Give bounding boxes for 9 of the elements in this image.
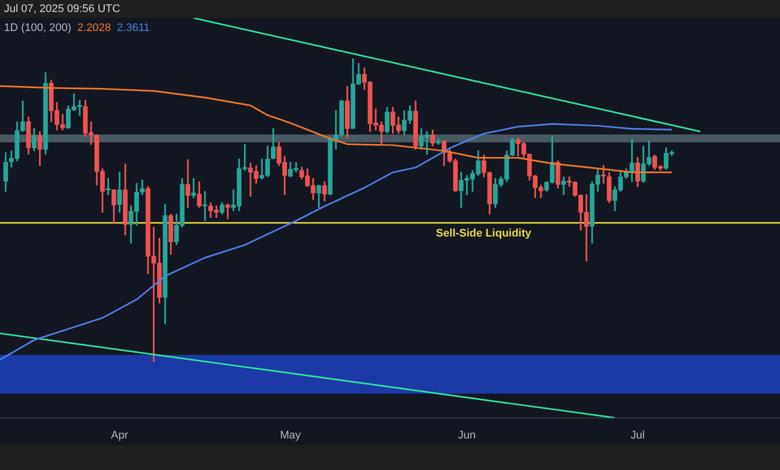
x-tick-label: Jul xyxy=(630,429,645,442)
x-tick-label: May xyxy=(280,429,302,442)
text: Jul 07, 2025 09:56 UTC xyxy=(4,3,120,15)
text: 2.2028 xyxy=(77,22,111,34)
text: 2.3611 xyxy=(116,22,150,34)
ref-line-label: Sell-Side Liquidity xyxy=(436,227,532,240)
legend-title: 1D (100, 200) xyxy=(4,22,72,34)
x-tick-label: Apr xyxy=(111,429,128,442)
x-tick-label: Jun xyxy=(458,429,476,442)
